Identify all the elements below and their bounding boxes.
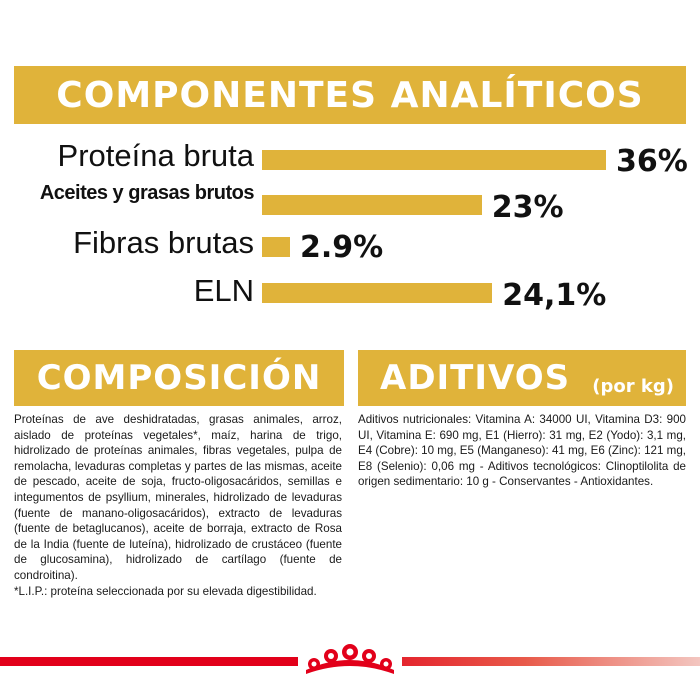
aditivos-subtitle: (por kg)	[592, 376, 674, 397]
bar-aceites	[262, 195, 482, 215]
aditivos-text: Aditivos nutricionales: Vitamina A: 3400…	[358, 413, 686, 489]
bar-proteina	[262, 150, 606, 170]
row-label-eln: ELN	[193, 273, 254, 308]
row-label-fibras: Fibras brutas	[73, 225, 254, 260]
value-proteina: 36%	[616, 144, 688, 179]
value-fibras: 2.9%	[300, 230, 384, 265]
value-eln: 24,1%	[502, 278, 607, 313]
royal-canin-crown-icon	[298, 640, 402, 684]
analytics-title: COMPONENTES ANALÍTICOS	[14, 66, 686, 124]
composicion-note: *L.I.P.: proteína seleccionada por su el…	[14, 584, 317, 598]
bar-fibras	[262, 237, 290, 257]
composicion-text-block: Proteínas de ave deshidratadas, grasas a…	[14, 412, 342, 599]
composicion-text: Proteínas de ave deshidratadas, grasas a…	[14, 413, 342, 582]
value-aceites: 23%	[491, 190, 564, 225]
composicion-title: COMPOSICIÓN	[14, 350, 344, 406]
bar-eln	[262, 283, 493, 303]
aditivos-title: ADITIVOS	[380, 358, 571, 398]
row-label-aceites: Aceites y grasas brutos	[39, 182, 255, 204]
row-label-proteina: Proteína bruta	[57, 138, 254, 173]
aditivos-banner: ADITIVOS (por kg)	[358, 350, 686, 406]
